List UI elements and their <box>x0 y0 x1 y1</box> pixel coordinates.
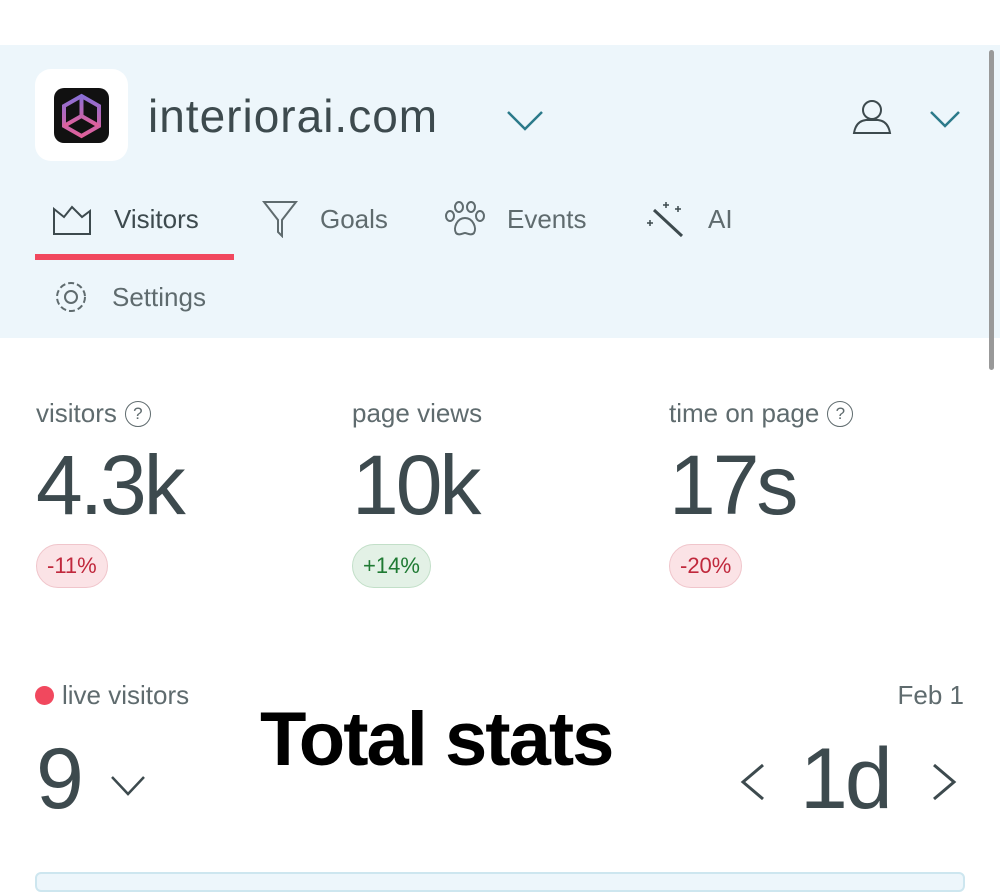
tab-ai[interactable]: AI <box>646 200 733 238</box>
stat-value: 10k <box>352 438 481 532</box>
live-dot-icon <box>35 686 54 705</box>
tab-label: Events <box>507 203 587 234</box>
live-visitors-label: live visitors <box>35 680 189 711</box>
live-visitors-count: 9 <box>36 731 84 827</box>
magic-wand-icon <box>647 202 684 238</box>
next-period-icon[interactable] <box>928 762 960 802</box>
live-label: live visitors <box>62 680 190 710</box>
change-badge: +14% <box>352 544 431 588</box>
live-dropdown-chevron-icon[interactable] <box>110 774 146 798</box>
tab-label: Visitors <box>114 203 199 234</box>
site-dropdown-chevron-icon[interactable] <box>506 109 544 133</box>
site-name[interactable]: interiorai.com <box>148 90 439 142</box>
tab-events[interactable]: Events <box>445 200 587 238</box>
user-dropdown-chevron-icon[interactable] <box>929 109 961 129</box>
funnel-icon <box>262 201 298 238</box>
tab-visitors[interactable]: Visitors <box>52 203 199 235</box>
paw-icon <box>445 201 485 236</box>
change-badge: -11% <box>36 544 108 588</box>
stat-label: time on page <box>669 398 820 428</box>
stat-time-on-page[interactable]: time on page? 17s -20% <box>669 398 854 588</box>
help-icon[interactable]: ? <box>827 400 854 427</box>
stat-value: 17s <box>669 438 798 532</box>
stat-page-views[interactable]: page views 10k +14% <box>352 398 482 588</box>
stat-value: 4.3k <box>36 438 186 532</box>
tab-label: Settings <box>112 281 206 312</box>
stat-label: visitors <box>36 398 117 428</box>
site-header: interiorai.com Visitors Goals Events AI … <box>0 45 1000 338</box>
change-badge: -20% <box>669 544 743 588</box>
scrollbar[interactable] <box>989 50 994 370</box>
period-selector[interactable]: 1d <box>800 731 893 827</box>
tab-label: AI <box>708 203 733 234</box>
site-logo <box>35 69 128 161</box>
overlay-caption: Total stats <box>260 697 614 782</box>
help-icon[interactable]: ? <box>124 400 151 427</box>
user-icon[interactable] <box>852 96 892 136</box>
stat-label: page views <box>352 398 483 428</box>
gear-icon <box>56 282 86 312</box>
chart-panel <box>35 872 965 892</box>
date-label: Feb 1 <box>897 680 965 710</box>
tab-goals[interactable]: Goals <box>262 200 388 238</box>
tab-settings[interactable]: Settings <box>52 278 206 316</box>
stat-visitors[interactable]: visitors? 4.3k -11% <box>36 398 186 588</box>
previous-period-icon[interactable] <box>737 762 769 802</box>
tab-label: Goals <box>320 203 388 234</box>
active-tab-indicator <box>35 254 234 260</box>
chart-icon <box>53 205 91 235</box>
